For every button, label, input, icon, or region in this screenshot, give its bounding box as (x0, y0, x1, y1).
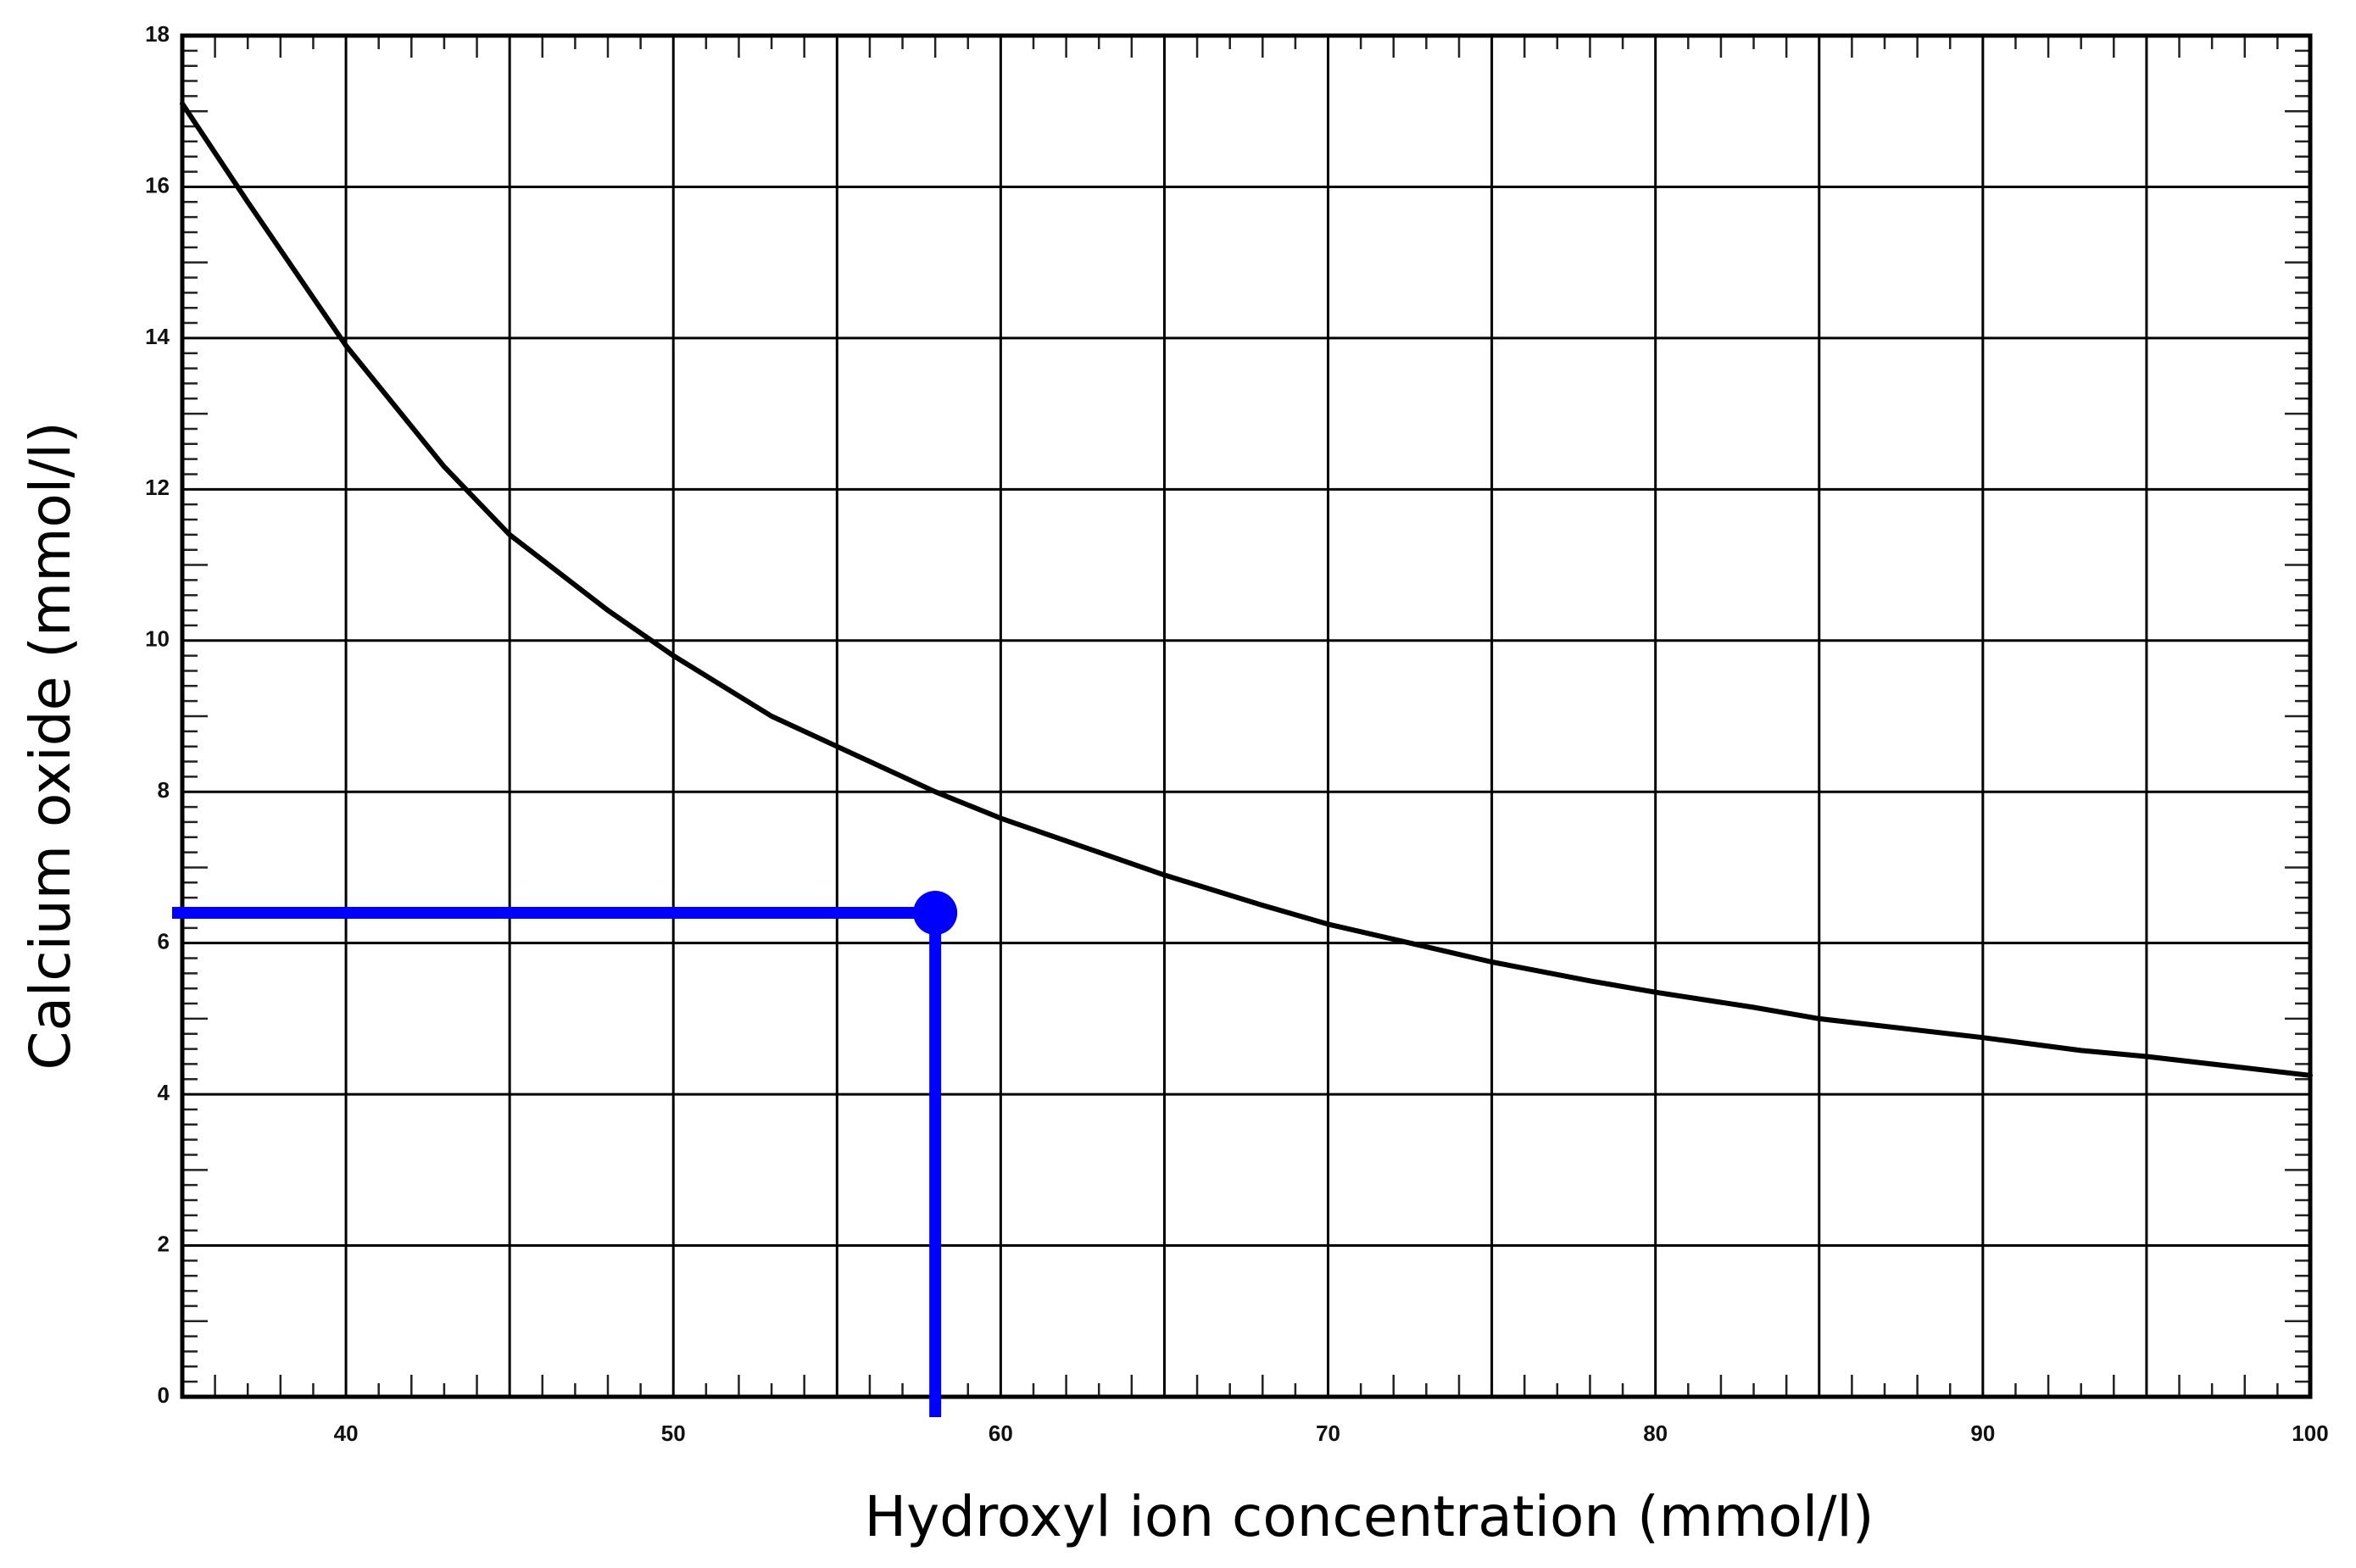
y-tick-label: 4 (158, 1080, 170, 1105)
y-tick-label: 14 (145, 324, 170, 349)
x-tick-label: 90 (1970, 1421, 1995, 1446)
x-tick-label: 70 (1316, 1421, 1340, 1446)
highlight-layer (172, 890, 958, 1417)
y-tick-label: 8 (158, 777, 170, 803)
x-tick-label: 80 (1643, 1421, 1668, 1446)
grid-lines (182, 36, 2310, 1397)
y-tick-label: 18 (145, 21, 170, 47)
highlight-point (913, 890, 958, 935)
x-tick-label: 60 (989, 1421, 1013, 1446)
y-axis-title: Calcium oxide (mmol/l) (18, 421, 83, 1070)
x-tick-label: 40 (334, 1421, 359, 1446)
minor-ticks (182, 36, 2310, 1397)
y-tick-label: 10 (145, 626, 170, 652)
x-tick-label: 50 (661, 1421, 686, 1446)
y-tick-labels: 0 2 4 6 8 10 12 14 16 18 (145, 21, 170, 1408)
x-tick-labels: 40 50 60 70 80 90 100 (334, 1421, 2329, 1446)
y-tick-label: 2 (158, 1231, 170, 1256)
series-layer (180, 101, 2313, 1078)
x-tick-label: 100 (2292, 1421, 2328, 1446)
minor-tick-path (182, 36, 2310, 1397)
y-tick-label: 12 (145, 475, 170, 500)
series-line-0 (180, 101, 2313, 1078)
plot-frame (180, 33, 2313, 1399)
y-tick-label: 6 (158, 929, 170, 954)
y-tick-label: 16 (145, 172, 170, 197)
x-axis-title: Hydroxyl ion concentration (mmol/l) (864, 1484, 1874, 1549)
y-tick-label: 0 (158, 1382, 170, 1408)
